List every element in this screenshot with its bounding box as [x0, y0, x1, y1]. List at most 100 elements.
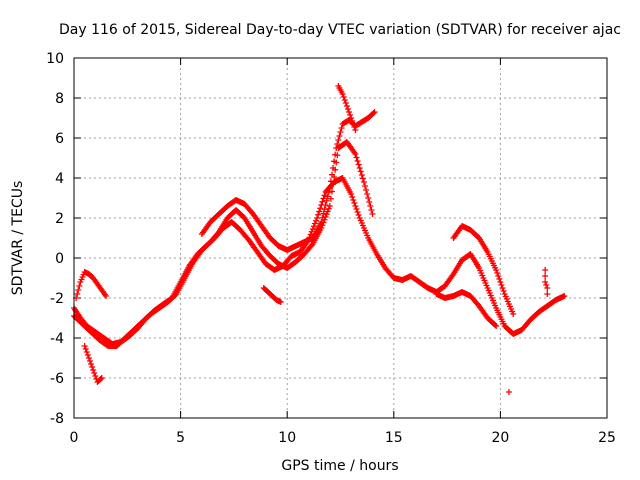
data-point: [76, 283, 83, 289]
data-point: [84, 352, 91, 358]
data-point: [323, 197, 330, 204]
data-point: [370, 110, 377, 116]
data-point: [322, 214, 329, 220]
data-point: [82, 346, 89, 352]
y-tick-label: 0: [55, 251, 64, 267]
data-point: [348, 115, 355, 121]
data-point: [497, 279, 504, 285]
data-point: [320, 210, 327, 217]
data-point: [348, 191, 355, 197]
data-point: [341, 97, 348, 103]
data-point: [325, 189, 332, 196]
data-point: [330, 165, 337, 171]
data-point: [88, 361, 95, 367]
data-point: [351, 200, 358, 206]
x-axis: 0 5 10 15 20 25: [70, 58, 616, 446]
data-point: [324, 193, 331, 200]
data-point: [360, 179, 367, 185]
data-point: [352, 127, 359, 133]
y-tick-label: 4: [55, 171, 64, 187]
data-point: [85, 355, 92, 361]
y-axis-label: SDTVAR / TECUs: [10, 181, 26, 296]
data-point: [543, 282, 550, 288]
data-point: [354, 158, 361, 164]
data-point: [344, 106, 351, 112]
data-point: [353, 206, 360, 212]
data-point: [492, 322, 499, 328]
data-point: [500, 288, 507, 294]
x-tick-label: 15: [385, 430, 403, 446]
data-point: [351, 124, 358, 130]
series-track-f: [81, 343, 105, 385]
data-point: [81, 343, 88, 349]
series-track-e: [73, 269, 109, 301]
x-tick-label: 10: [278, 430, 296, 446]
x-tick-label: 0: [70, 430, 79, 446]
data-point: [102, 293, 109, 299]
data-point: [493, 323, 500, 329]
series-track-k: [542, 267, 551, 297]
data-point: [368, 207, 375, 213]
data-point: [366, 199, 373, 205]
data-point: [359, 175, 366, 182]
data-point: [371, 109, 378, 115]
data-point: [542, 273, 549, 279]
y-tick-label: -8: [50, 411, 64, 427]
data-point: [349, 118, 356, 124]
data-point: [362, 183, 369, 189]
data-point: [340, 94, 347, 100]
data-point: [363, 187, 370, 193]
data-point: [309, 226, 316, 232]
data-point: [355, 212, 362, 218]
data-point: [354, 209, 361, 215]
data-point: [364, 191, 371, 197]
data-point: [498, 282, 505, 288]
data-point: [349, 194, 356, 200]
series-track-d: [335, 83, 359, 133]
series-track-i: [260, 285, 284, 305]
data-point: [319, 198, 326, 205]
data-point: [321, 206, 328, 213]
data-point: [353, 154, 360, 161]
series-track-g: [450, 223, 517, 317]
data-point: [92, 373, 99, 379]
data-point: [561, 293, 568, 299]
data-point: [91, 370, 98, 376]
data-point: [505, 389, 512, 395]
data-point: [367, 203, 374, 209]
series-track-h: [433, 289, 500, 329]
data-point: [327, 178, 334, 185]
data-point: [277, 299, 284, 305]
data-point: [350, 197, 357, 203]
data-point: [332, 151, 339, 158]
data-point: [336, 133, 343, 139]
data-point: [352, 151, 359, 157]
data-point: [544, 285, 551, 291]
data-point: [346, 109, 353, 115]
x-tick-label: 5: [176, 430, 185, 446]
series-track-b: [71, 139, 376, 349]
data-point: [495, 273, 502, 279]
data-point: [327, 195, 334, 202]
data-point: [328, 188, 335, 195]
data-point: [74, 291, 81, 297]
y-tick-label: 6: [55, 131, 64, 147]
data-point: [89, 364, 96, 370]
data-point: [315, 211, 322, 218]
data-point: [544, 291, 551, 297]
chart-title: Day 116 of 2015, Sidereal Day-to-day VTE…: [59, 22, 621, 38]
data-point: [355, 161, 362, 168]
data-point: [542, 267, 549, 273]
data-point: [312, 217, 319, 224]
y-tick-label: -2: [50, 291, 64, 307]
data-point: [333, 145, 340, 151]
data-point: [499, 285, 506, 291]
data-point: [318, 219, 325, 225]
data-point: [331, 158, 338, 165]
data-point: [350, 121, 357, 127]
y-tick-label: -4: [50, 331, 64, 347]
data-points: [71, 83, 568, 395]
data-point: [324, 208, 331, 215]
data-point: [326, 203, 333, 209]
